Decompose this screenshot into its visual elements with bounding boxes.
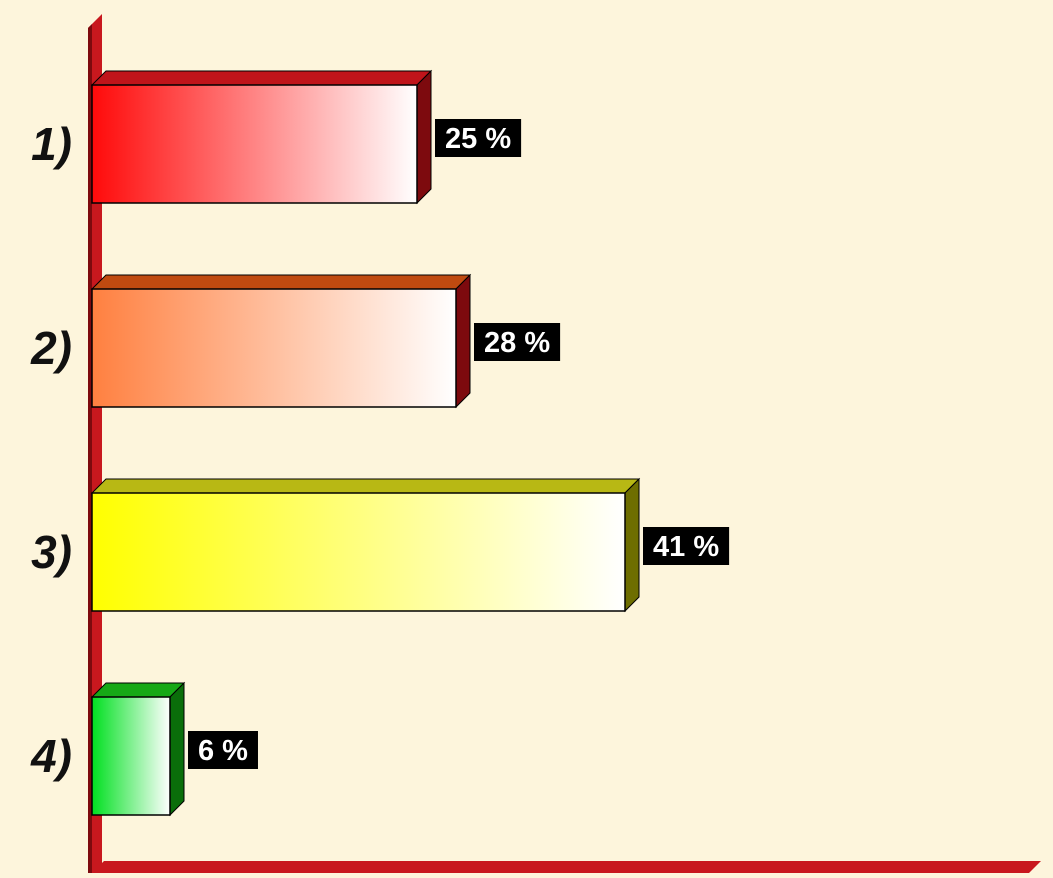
bar-top-face (90, 478, 641, 494)
y-axis-side (88, 24, 92, 873)
bar-top-face (90, 274, 472, 290)
bar-1 (90, 69, 433, 205)
value-label-box (435, 119, 522, 157)
value-labels: 25 % 28 % 41 % 6 % (188, 119, 730, 769)
category-labels: 1) 2) 3) 4) (30, 118, 72, 782)
bar-front-face (91, 696, 171, 816)
category-label-1: 1) (31, 118, 72, 170)
value-label-2: 28 % (474, 323, 561, 361)
y-axis (88, 14, 102, 873)
bar-2 (90, 273, 472, 409)
bar-top-face (90, 682, 186, 698)
bar-side-face (624, 477, 640, 613)
bar-side-face (416, 69, 432, 205)
category-label-3: 3) (31, 526, 72, 578)
value-label-4: 6 % (188, 731, 258, 769)
value-label-box (474, 323, 561, 361)
bar-front-face (91, 84, 418, 204)
category-label-4: 4) (30, 730, 72, 782)
value-label-3: 41 % (643, 527, 730, 565)
value-label-box (643, 527, 730, 565)
category-label-2: 2) (30, 322, 72, 374)
x-axis (92, 861, 1041, 873)
value-label-box (188, 731, 258, 769)
bars (90, 69, 641, 817)
value-label-text: 6 % (198, 735, 248, 767)
bar-side-face (455, 273, 471, 409)
bar-top-face (90, 70, 433, 86)
value-label-text: 25 % (445, 123, 511, 155)
bar-3 (90, 477, 641, 613)
bar-side-face (169, 681, 185, 817)
bar-front-face (91, 288, 457, 408)
value-label-text: 41 % (653, 531, 719, 563)
bar-4 (90, 681, 186, 817)
value-label-1: 25 % (435, 119, 522, 157)
value-label-text: 28 % (484, 327, 550, 359)
bar-front-face (91, 492, 626, 612)
